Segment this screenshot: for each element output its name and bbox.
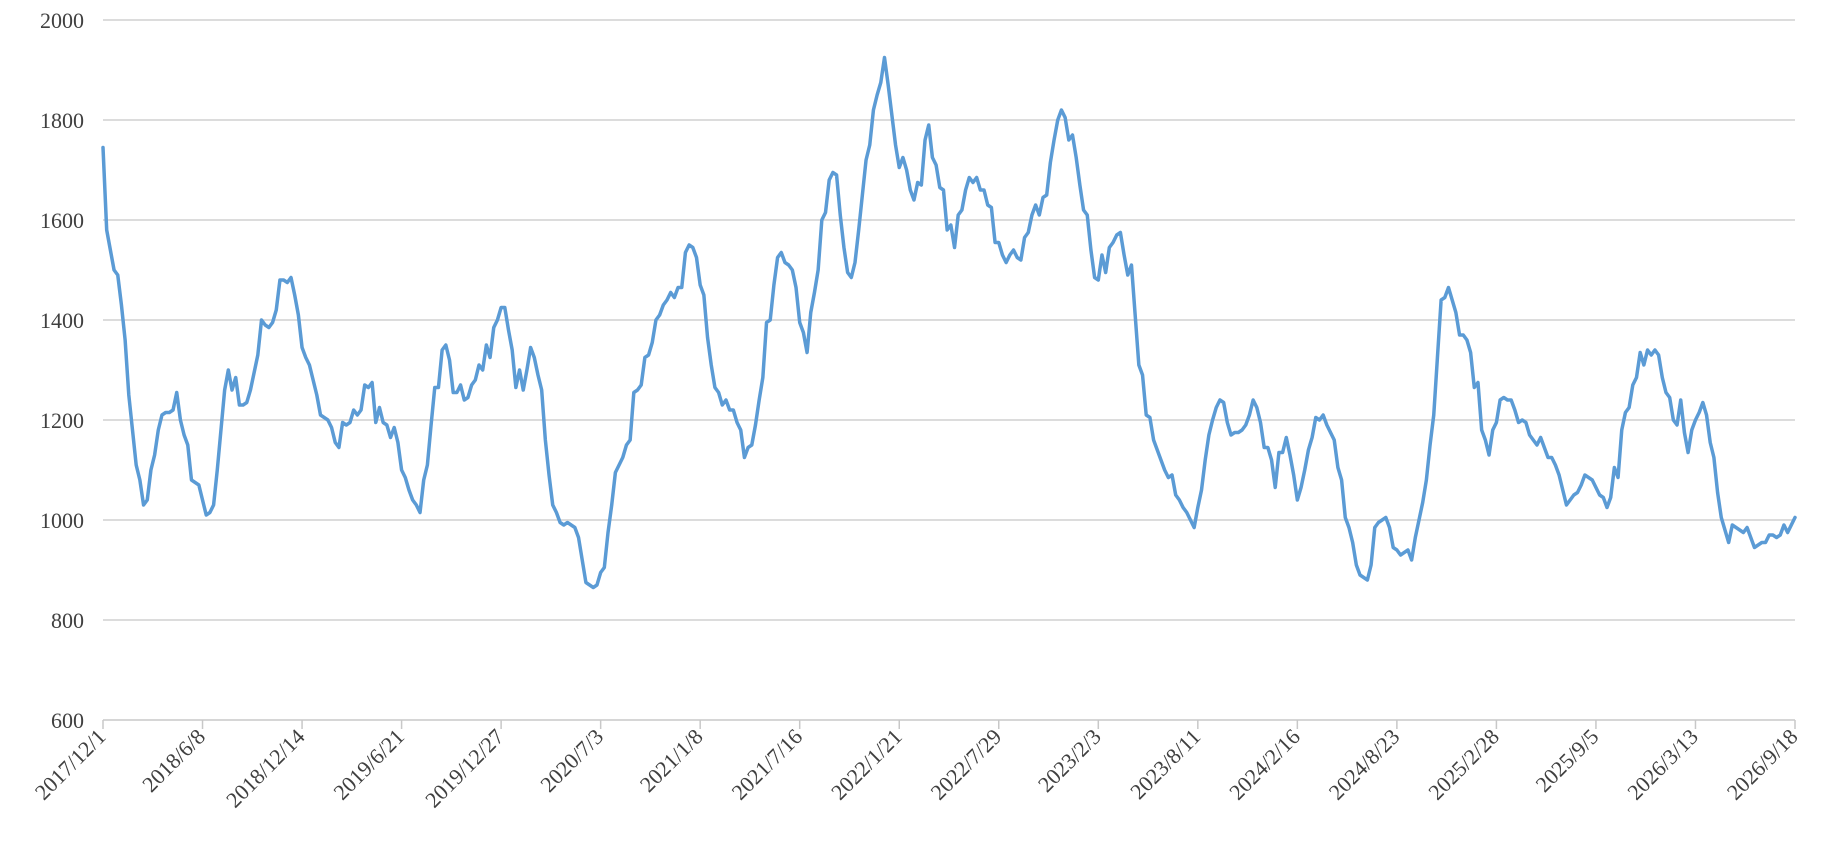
series-line — [101, 55, 1797, 590]
y-tick-label: 1400 — [40, 308, 84, 333]
x-tick-label: 2022/1/21 — [826, 724, 907, 805]
gridlines — [103, 19, 1795, 621]
y-tick-label: 1200 — [40, 408, 84, 433]
y-tick-label: 1000 — [40, 508, 84, 533]
x-tick-label: 2025/2/28 — [1423, 724, 1504, 805]
y-tick-label: 2000 — [40, 8, 84, 33]
x-tick-label: 2025/9/5 — [1530, 724, 1603, 797]
x-tick-label: 2022/7/29 — [926, 724, 1007, 805]
x-tick-label: 2020/7/3 — [535, 724, 608, 797]
y-tick-label: 600 — [51, 708, 84, 733]
x-tick-label: 2026/9/18 — [1722, 724, 1803, 805]
x-tick-label: 2018/6/8 — [137, 724, 210, 797]
y-tick-label: 800 — [51, 608, 84, 633]
x-tick-label: 2021/7/16 — [726, 724, 807, 805]
x-tick-label: 2023/8/11 — [1125, 724, 1205, 804]
x-tick-label: 2024/2/16 — [1224, 724, 1305, 805]
x-tick-label: 2018/12/14 — [221, 724, 310, 813]
x-tick-label: 2026/3/13 — [1622, 724, 1703, 805]
y-tick-label: 1800 — [40, 108, 84, 133]
x-tick-label: 2024/8/23 — [1324, 724, 1405, 805]
y-tick-label: 1600 — [40, 208, 84, 233]
x-tick-label: 2023/2/3 — [1033, 724, 1106, 797]
x-tick-label: 2019/6/21 — [328, 724, 409, 805]
x-axis-tick-labels: 2017/12/1 2018/6/8 2018/12/14 2019/6/21 2019… — [30, 720, 1803, 812]
x-tick-label: 2019/12/27 — [420, 724, 509, 813]
x-tick-label: 2021/1/8 — [635, 724, 708, 797]
y-axis-tick-labels: 600 800 1000 1200 1400 1600 1800 2000 — [40, 8, 84, 733]
x-tick-label: 2017/12/1 — [30, 724, 111, 805]
